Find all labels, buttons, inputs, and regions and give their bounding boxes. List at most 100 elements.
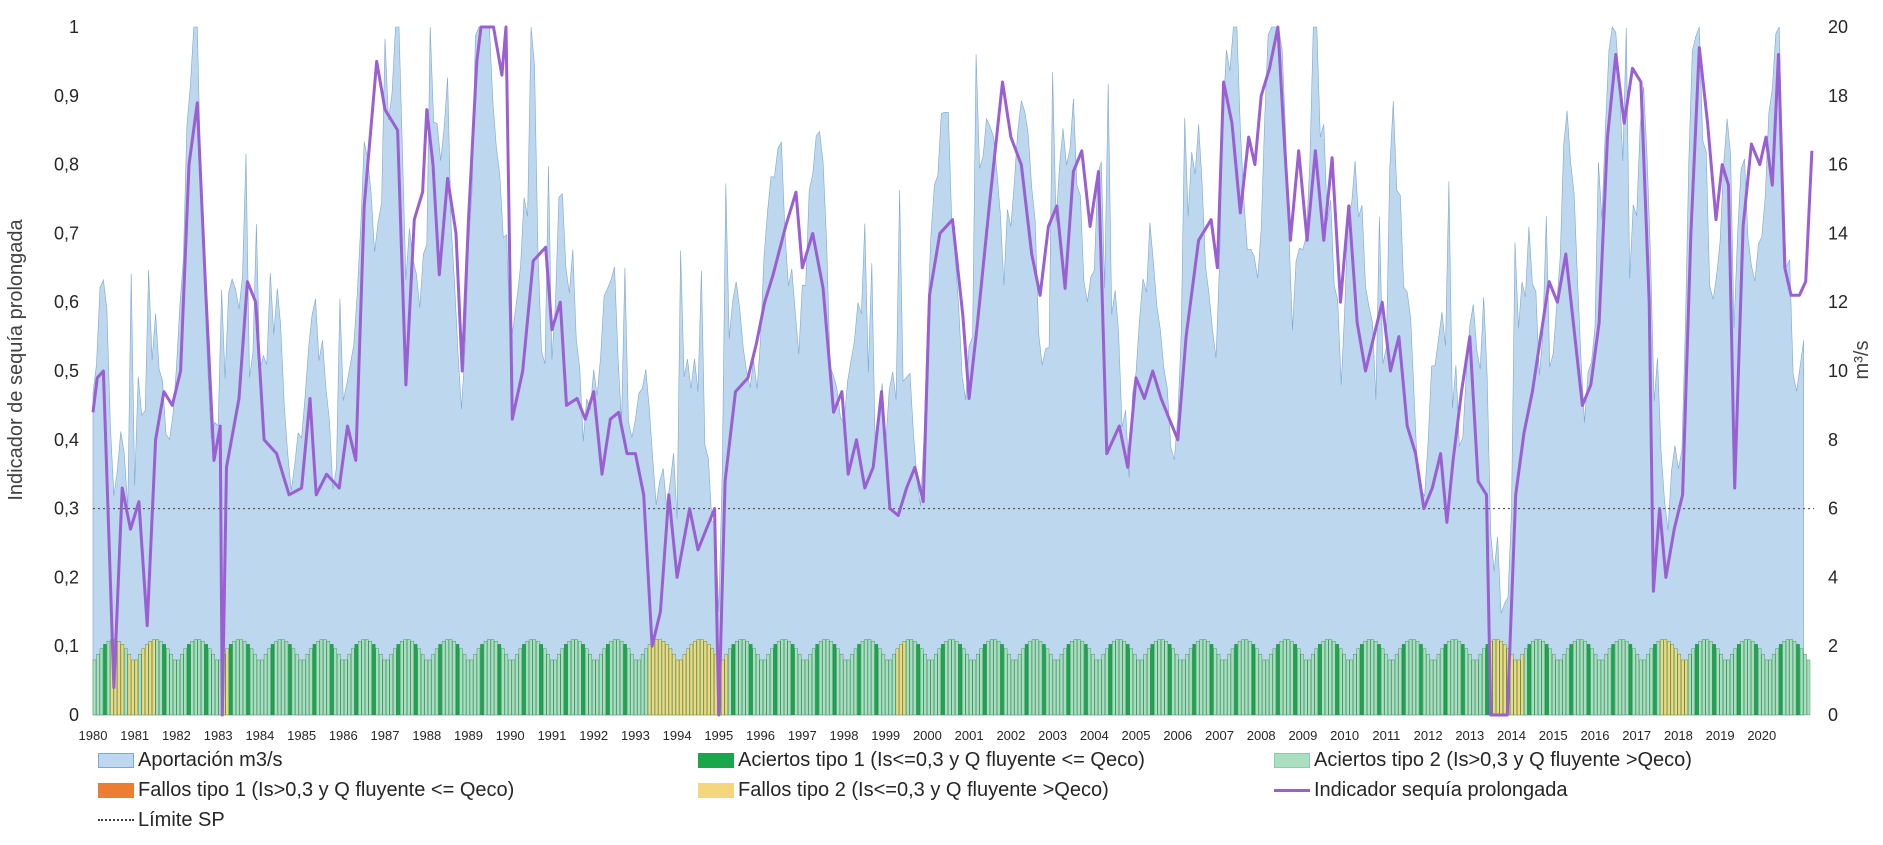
- bar-aciertos-2: [138, 653, 142, 716]
- legend-swatch-indicador: [1274, 788, 1310, 792]
- bar-fallos-2: [710, 648, 715, 716]
- bar-aciertos-2: [1038, 641, 1043, 716]
- bar-aciertos-2: [344, 659, 348, 716]
- x-year-label: 2017: [1622, 728, 1651, 743]
- bar-aciertos-2: [578, 641, 582, 716]
- bar-aciertos-2: [923, 653, 927, 716]
- bar-aciertos-2: [881, 653, 886, 716]
- bar-fallos-2: [902, 641, 907, 716]
- x-year-label: 1984: [245, 728, 274, 743]
- bar-aciertos-2: [888, 659, 893, 716]
- y-right-tick-label: 10: [1828, 361, 1848, 381]
- bar-aciertos-1: [330, 644, 334, 716]
- bar-aciertos-1: [1754, 644, 1758, 716]
- bar-aciertos-2: [892, 653, 896, 716]
- bar-aciertos-2: [909, 639, 914, 716]
- bar-aciertos-2: [1590, 648, 1594, 716]
- bar-aciertos-2: [1548, 648, 1552, 716]
- bar-aciertos-2: [766, 653, 770, 716]
- bar-aciertos-1: [857, 644, 861, 716]
- y-right-tick-label: 18: [1828, 86, 1848, 106]
- bar-aciertos-2: [644, 648, 648, 716]
- bar-aciertos-2: [389, 653, 393, 716]
- bar-aciertos-2: [1342, 653, 1346, 716]
- bar-fallos-2: [1677, 653, 1682, 716]
- bar-aciertos-2: [462, 653, 467, 716]
- bar-aciertos-2: [284, 641, 289, 716]
- bar-aciertos-2: [434, 648, 439, 716]
- bar-aciertos-2: [1332, 641, 1336, 716]
- bar-aciertos-2: [972, 659, 976, 716]
- bar-aciertos-2: [1272, 648, 1277, 716]
- bar-aciertos-2: [532, 639, 536, 716]
- bar-aciertos-2: [1600, 659, 1605, 716]
- bar-aciertos-2: [777, 641, 781, 716]
- bar-aciertos-2: [1391, 659, 1395, 716]
- bar-aciertos-2: [1174, 653, 1179, 716]
- bar-aciertos-1: [623, 644, 627, 716]
- bar-aciertos-2: [1279, 641, 1284, 716]
- bar-aciertos-2: [633, 659, 638, 716]
- bar-aciertos-2: [1314, 648, 1318, 716]
- y-left-tick-label: 0,2: [54, 567, 79, 587]
- legend-label: Aciertos tipo 1 (Is<=0,3 y Q fluyente <=…: [738, 748, 1145, 771]
- bar-aciertos-1: [288, 644, 292, 716]
- bar-aciertos-1: [204, 644, 208, 716]
- bar-aciertos-2: [1387, 659, 1392, 716]
- bar-aciertos-2: [1300, 653, 1304, 716]
- bar-fallos-2: [721, 659, 725, 716]
- y-left-tick-label: 0,7: [54, 223, 79, 243]
- bar-aciertos-2: [365, 639, 369, 716]
- bar-aciertos-2: [1691, 648, 1695, 716]
- bar-fallos-2: [141, 648, 146, 716]
- bar-aciertos-2: [159, 641, 163, 716]
- bar-aciertos-2: [1248, 641, 1252, 716]
- bar-aciertos-2: [1188, 648, 1193, 716]
- bar-aciertos-2: [1223, 659, 1228, 716]
- bar-aciertos-2: [1147, 648, 1151, 716]
- bar-aciertos-2: [574, 639, 578, 716]
- bar-aciertos-2: [235, 639, 240, 716]
- bar-aciertos-2: [1035, 639, 1039, 716]
- bar-fallos-2: [679, 659, 683, 716]
- bar-aciertos-2: [1447, 641, 1451, 716]
- bar-aciertos-1: [1293, 644, 1298, 716]
- bar-aciertos-2: [1408, 639, 1413, 716]
- bar-aciertos-2: [1733, 648, 1737, 716]
- y-right-tick-label: 20: [1828, 17, 1848, 37]
- y-left-tick-label: 0,4: [54, 430, 79, 450]
- bar-aciertos-2: [1426, 653, 1430, 716]
- bar-aciertos-2: [1363, 641, 1367, 716]
- bar-aciertos-2: [508, 659, 512, 716]
- bar-aciertos-1: [958, 644, 962, 716]
- bar-aciertos-1: [413, 644, 418, 716]
- bar-aciertos-2: [1115, 639, 1119, 716]
- bar-aciertos-2: [417, 648, 421, 716]
- bar-aciertos-2: [386, 659, 390, 716]
- bar-aciertos-2: [448, 639, 453, 716]
- bar-aciertos-2: [326, 641, 331, 716]
- bar-aciertos-2: [1161, 639, 1165, 716]
- bar-aciertos-2: [1140, 659, 1144, 716]
- bar-aciertos-2: [295, 653, 299, 716]
- bar-aciertos-1: [103, 644, 107, 716]
- bar-aciertos-1: [455, 644, 460, 716]
- bar-aciertos-1: [1737, 644, 1741, 716]
- bar-aciertos-1: [1695, 644, 1699, 716]
- bar-aciertos-2: [166, 648, 170, 716]
- bar-aciertos-2: [403, 639, 407, 716]
- bar-aciertos-2: [1080, 641, 1085, 716]
- bar-aciertos-2: [1154, 641, 1158, 716]
- bar-aciertos-2: [592, 659, 596, 716]
- bar-aciertos-2: [1059, 653, 1064, 716]
- bar-aciertos-2: [1014, 659, 1018, 716]
- bar-aciertos-2: [1740, 641, 1744, 716]
- bar-aciertos-2: [420, 653, 425, 716]
- aportacion-area: [92, 26, 1804, 716]
- bar-aciertos-2: [1649, 648, 1654, 716]
- bar-aciertos-2: [1552, 653, 1556, 716]
- bar-aciertos-2: [944, 641, 948, 716]
- bar-aciertos-1: [1066, 644, 1071, 716]
- legend-swatch-fallos-2: [698, 782, 734, 798]
- bar-aciertos-2: [1782, 641, 1786, 716]
